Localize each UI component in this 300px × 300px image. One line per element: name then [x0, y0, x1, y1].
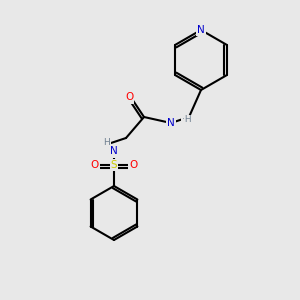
Text: O: O [90, 160, 99, 170]
Text: N: N [197, 25, 205, 35]
Text: N: N [110, 146, 118, 157]
Text: H: H [103, 138, 110, 147]
Text: N: N [167, 118, 175, 128]
Text: S: S [111, 160, 117, 170]
Text: ·H: ·H [182, 116, 191, 124]
Text: O: O [129, 160, 138, 170]
Text: O: O [125, 92, 133, 103]
